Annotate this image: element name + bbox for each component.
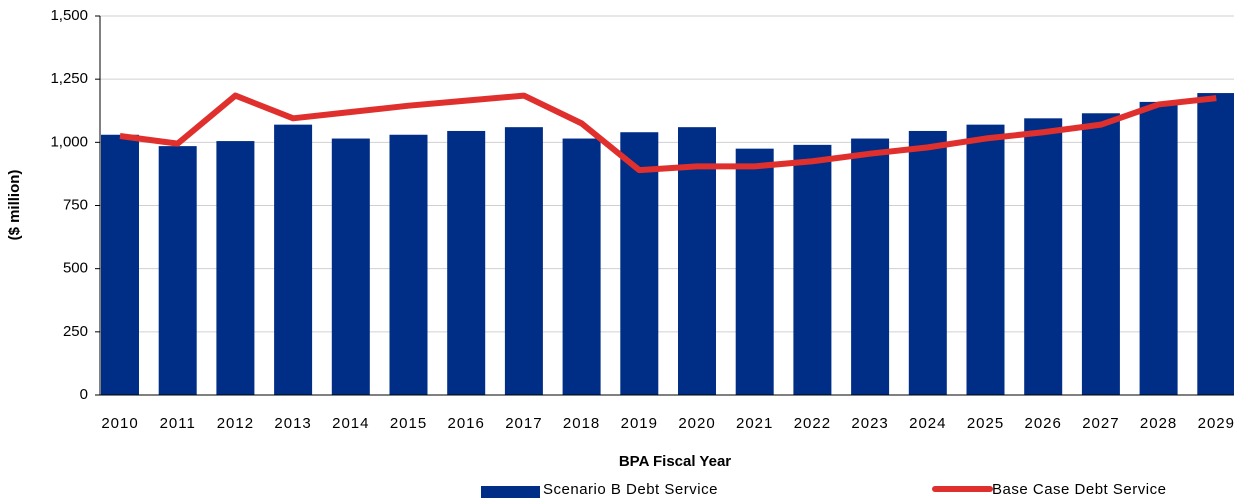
bar (216, 141, 255, 395)
bar (908, 130, 947, 396)
x-tick-label: 2026 (1025, 415, 1062, 432)
y-tick-label: 250 (63, 323, 88, 340)
bar (504, 127, 543, 395)
x-tick-label: 2023 (851, 415, 888, 432)
bar (793, 144, 832, 395)
x-tick-label: 2025 (967, 415, 1004, 432)
y-tick-label: 1,000 (50, 133, 88, 150)
x-tick-label: 2010 (101, 415, 138, 432)
x-tick-label: 2021 (736, 415, 773, 432)
x-tick-label: 2018 (563, 415, 600, 432)
legend-label: Scenario B Debt Service (543, 481, 718, 498)
x-tick-label: 2012 (217, 415, 254, 432)
bar (1139, 101, 1178, 395)
bar (331, 138, 370, 395)
y-tick-label: 750 (63, 196, 88, 213)
bar (966, 124, 1005, 395)
bar (735, 148, 774, 395)
x-tick-label: 2016 (448, 415, 485, 432)
bar (1081, 113, 1120, 395)
bar (389, 134, 428, 395)
bar (1197, 93, 1234, 396)
bar (274, 124, 313, 395)
legend-label: Base Case Debt Service (992, 481, 1166, 498)
bar (851, 138, 890, 395)
x-tick-label: 2015 (390, 415, 427, 432)
line-series (119, 92, 1217, 174)
bar (678, 127, 716, 395)
x-tick-label: 2020 (678, 415, 715, 432)
y-tick-label: 500 (63, 260, 88, 277)
x-tick-label: 2028 (1140, 415, 1177, 432)
legend-swatch (481, 486, 540, 498)
bar (101, 134, 139, 395)
bar (158, 146, 197, 395)
x-tick-label: 2014 (332, 415, 369, 432)
x-tick-label: 2022 (794, 415, 831, 432)
bar (1024, 118, 1063, 395)
bar (447, 130, 486, 396)
x-tick-label: 2011 (160, 415, 196, 432)
y-axis-label: ($ million) (6, 170, 23, 241)
x-tick-label: 2017 (505, 415, 542, 432)
x-tick-label: 2019 (621, 415, 658, 432)
bar (620, 132, 659, 395)
y-tick-label: 0 (80, 386, 88, 403)
x-tick-label: 2029 (1198, 415, 1234, 432)
x-tick-label: 2027 (1082, 415, 1119, 432)
x-tick-label: 2024 (909, 415, 946, 432)
x-tick-label: 2013 (274, 415, 311, 432)
y-tick-label: 1,250 (50, 70, 88, 87)
bar (562, 138, 601, 395)
y-tick-label: 1,500 (50, 7, 88, 24)
x-axis-label: BPA Fiscal Year (619, 453, 731, 470)
